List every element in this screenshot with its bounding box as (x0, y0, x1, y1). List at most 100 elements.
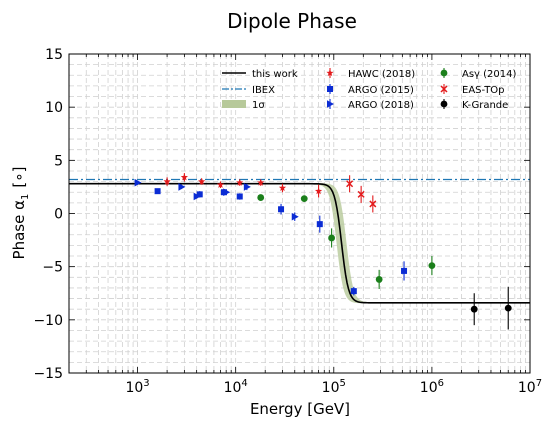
legend-label: HAWC (2018) (348, 69, 415, 80)
data-point (196, 191, 203, 198)
x-tick-base: 10 (224, 380, 242, 396)
legend-item-ibex: IBEX (222, 85, 275, 96)
legend-swatch (222, 100, 246, 108)
data-point (357, 190, 365, 198)
y-axis-label-main: Phase α (10, 200, 28, 260)
uncertainty-band (69, 183, 530, 304)
legend-swatch (326, 69, 334, 77)
legend-item-hawc: HAWC (2018) (326, 68, 415, 80)
model-curve (69, 182, 530, 304)
legend-label: EAS-TOp (462, 85, 505, 96)
legend-label: K-Grande (462, 100, 508, 111)
data-point (243, 183, 251, 191)
y-axis-label: Phase α1 [∘] (10, 167, 31, 260)
band-area (69, 183, 530, 304)
legend-label: Asγ (2014) (462, 69, 516, 80)
series-asg (257, 194, 436, 289)
legend-label: ARGO (2015) (348, 85, 414, 96)
data-point (278, 206, 285, 213)
data-point (236, 193, 243, 200)
chart-title: Dipole Phase (227, 9, 357, 33)
plot-frame (68, 53, 531, 374)
x-axis-label: Energy [GeV] (250, 400, 350, 418)
y-tick-label: −10 (33, 313, 63, 329)
data-point (470, 305, 478, 313)
legend-label: ARGO (2018) (348, 100, 414, 111)
data-point (401, 267, 408, 274)
y-tick-label: −15 (33, 366, 63, 382)
data-point (154, 188, 161, 195)
legend-item-band: 1σ (222, 100, 265, 111)
y-tick-label: 10 (45, 100, 63, 116)
x-tick-label: 106 (420, 378, 444, 396)
legend-label: IBEX (252, 85, 275, 96)
x-tick-exponent: 4 (241, 378, 247, 389)
legend: this work HAWC (2018) Asγ (2014) IBEX ARGO (… (222, 68, 516, 111)
series-eastop (346, 175, 377, 213)
legend-item-asg: Asγ (2014) (440, 68, 516, 80)
legend-swatch (440, 85, 448, 93)
legend-label: 1σ (252, 100, 265, 111)
data-point (163, 177, 171, 185)
legend-swatch (440, 100, 448, 108)
x-tick-label: 104 (224, 378, 248, 396)
legend-swatch (327, 100, 334, 108)
data-point (236, 178, 244, 186)
data-point (257, 194, 265, 201)
axis-ticks (68, 53, 530, 374)
data-point (428, 262, 436, 270)
x-tick-label: 103 (125, 378, 149, 396)
data-point (375, 276, 383, 283)
data-points (134, 173, 512, 330)
data-point (314, 187, 323, 195)
data-point (346, 180, 354, 188)
x-tick-base: 10 (322, 380, 340, 396)
legend-swatch (327, 86, 333, 92)
y-tick-label: 5 (54, 153, 63, 169)
data-point (216, 180, 225, 188)
data-point (193, 192, 201, 201)
x-tick-base: 10 (125, 380, 143, 396)
data-point (278, 184, 287, 192)
data-point (504, 304, 512, 312)
legend-label: this work (252, 69, 298, 80)
y-tick-label: 15 (45, 47, 63, 63)
data-point (291, 212, 299, 221)
series-argo2018 (134, 178, 299, 221)
y-axis-label-unit: [∘] (10, 167, 28, 188)
series-kgrande (470, 286, 512, 330)
legend-item-argo2018: ARGO (2018) (327, 99, 414, 111)
legend-swatch (440, 69, 448, 77)
data-point (328, 234, 336, 242)
data-point (316, 221, 323, 228)
series-hawc (163, 173, 323, 198)
x-tick-base: 10 (420, 380, 438, 396)
y-tick-label: 0 (54, 207, 63, 223)
legend-item-eastop: EAS-TOp (440, 84, 505, 96)
x-tick-label: 107 (518, 378, 542, 396)
x-tick-label: 105 (322, 378, 346, 396)
x-tick-exponent: 6 (438, 378, 444, 389)
model-curve-line (69, 182, 530, 304)
x-tick-base: 10 (518, 380, 536, 396)
data-point (223, 188, 231, 197)
legend-item-kgrande: K-Grande (440, 99, 508, 111)
data-point (300, 195, 308, 203)
data-point (350, 288, 357, 295)
y-axis-label-sub: 1 (20, 194, 31, 200)
x-tick-exponent: 5 (340, 378, 346, 389)
data-point (180, 173, 188, 181)
data-point (178, 183, 186, 191)
y-tick-labels: 15 10 5 0 −5 −10 −15 (33, 47, 63, 382)
data-point (257, 178, 265, 186)
data-point (369, 200, 377, 208)
grid (68, 53, 530, 374)
x-tick-exponent: 7 (536, 378, 542, 389)
x-tick-labels: 103 104 105 106 107 (125, 378, 542, 396)
data-point (134, 178, 142, 187)
series-argo2015 (154, 188, 408, 296)
legend-item-this_work: this work (222, 69, 298, 80)
data-point (198, 177, 206, 185)
y-tick-label: −5 (42, 260, 63, 276)
